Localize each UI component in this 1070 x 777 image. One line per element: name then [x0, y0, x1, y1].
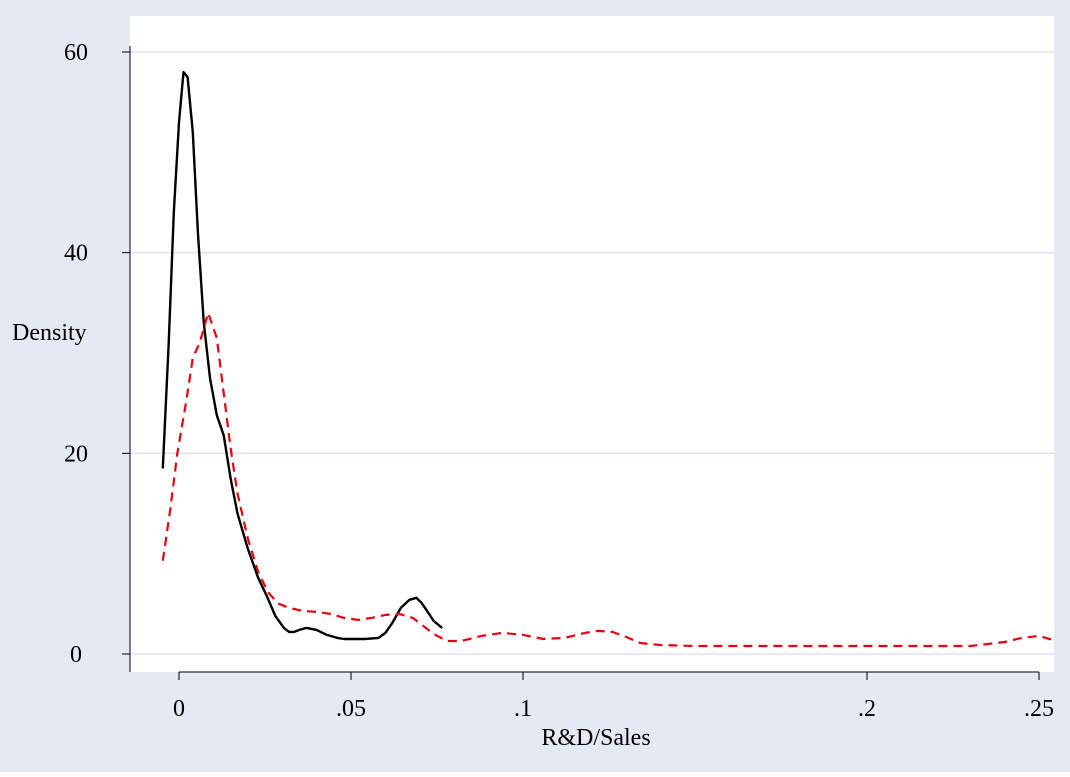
- y-tick-label: 60: [64, 40, 88, 66]
- y-tick-label: 20: [64, 441, 88, 467]
- axes: [122, 46, 1040, 680]
- series-lines: [161, 70, 1054, 648]
- series-line-solid: [161, 70, 443, 641]
- x-tick-label: .1: [514, 696, 532, 722]
- x-tick-label: 0: [173, 696, 185, 722]
- y-tick-label: 40: [64, 241, 88, 267]
- gridlines: [130, 51, 1054, 655]
- series-line-dashed: [161, 311, 1054, 648]
- plot-area: [130, 16, 1054, 672]
- tick-labels: 0 20 40 60 0 .05 .1 .2 .25: [64, 40, 1054, 722]
- x-tick-label: .25: [1024, 696, 1054, 722]
- y-tick-label: 0: [70, 642, 82, 668]
- x-tick-label: .05: [336, 696, 366, 722]
- x-axis-label: R&D/Sales: [541, 725, 650, 751]
- x-tick-label: .2: [858, 696, 876, 722]
- y-axis-label: Density: [12, 320, 87, 346]
